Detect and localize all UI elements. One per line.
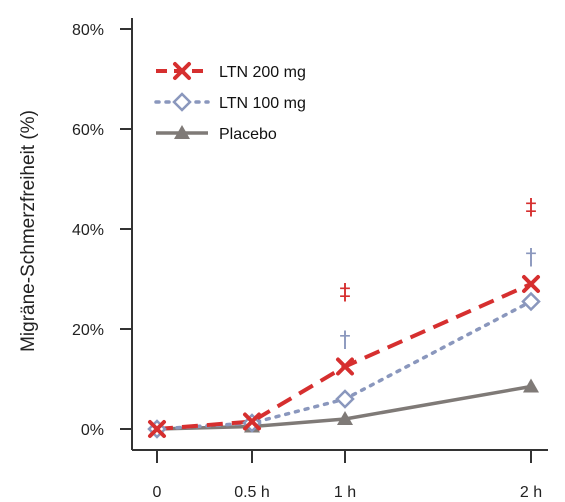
series-markers: [147, 275, 541, 439]
legend: LTN 200 mg LTN 100 mg Placebo: [154, 62, 306, 143]
y-tick-label: 40%: [72, 222, 104, 239]
y-tick-label: 80%: [72, 22, 104, 39]
x-axis-ticks: 0 0.5 h 1 h 2 h: [153, 450, 542, 501]
legend-marker: [173, 62, 191, 80]
y-tick-label: 20%: [72, 322, 104, 339]
series-line: [156, 384, 532, 431]
data-point: [335, 389, 355, 409]
legend-label: LTN 200 mg: [219, 64, 306, 81]
annotation-mark: ‡: [526, 196, 537, 221]
annotation-mark: †: [526, 246, 537, 271]
x-tick-label: 0: [153, 484, 162, 501]
data-point: [523, 378, 539, 393]
series-line: [155, 299, 533, 431]
significance-annotations: ‡ † ‡ †: [340, 196, 537, 354]
legend-marker: [174, 125, 190, 139]
legend-marker: [172, 92, 192, 112]
y-tick-label: 0%: [81, 422, 104, 439]
annotation-mark: ‡: [340, 281, 351, 306]
y-tick-label: 60%: [72, 122, 104, 139]
data-point: [337, 411, 353, 425]
y-axis-title: Migräne-Schmerzfreiheit (%): [18, 110, 39, 352]
data-point: [148, 420, 166, 438]
legend-label: LTN 100 mg: [219, 95, 306, 112]
x-tick-label: 0.5 h: [234, 484, 270, 501]
data-point: [243, 412, 261, 431]
data-point: [522, 275, 540, 293]
series-lines: [155, 282, 533, 431]
series-line: [156, 282, 532, 431]
data-point: [336, 357, 354, 376]
legend-label: Placebo: [219, 126, 277, 143]
data-point: [521, 291, 541, 312]
annotation-mark: †: [340, 328, 351, 353]
axes: [131, 18, 548, 451]
x-tick-label: 1 h: [334, 484, 356, 501]
y-axis-ticks: 0% 20% 40% 60% 80%: [72, 22, 132, 439]
x-tick-label: 2 h: [520, 484, 542, 501]
